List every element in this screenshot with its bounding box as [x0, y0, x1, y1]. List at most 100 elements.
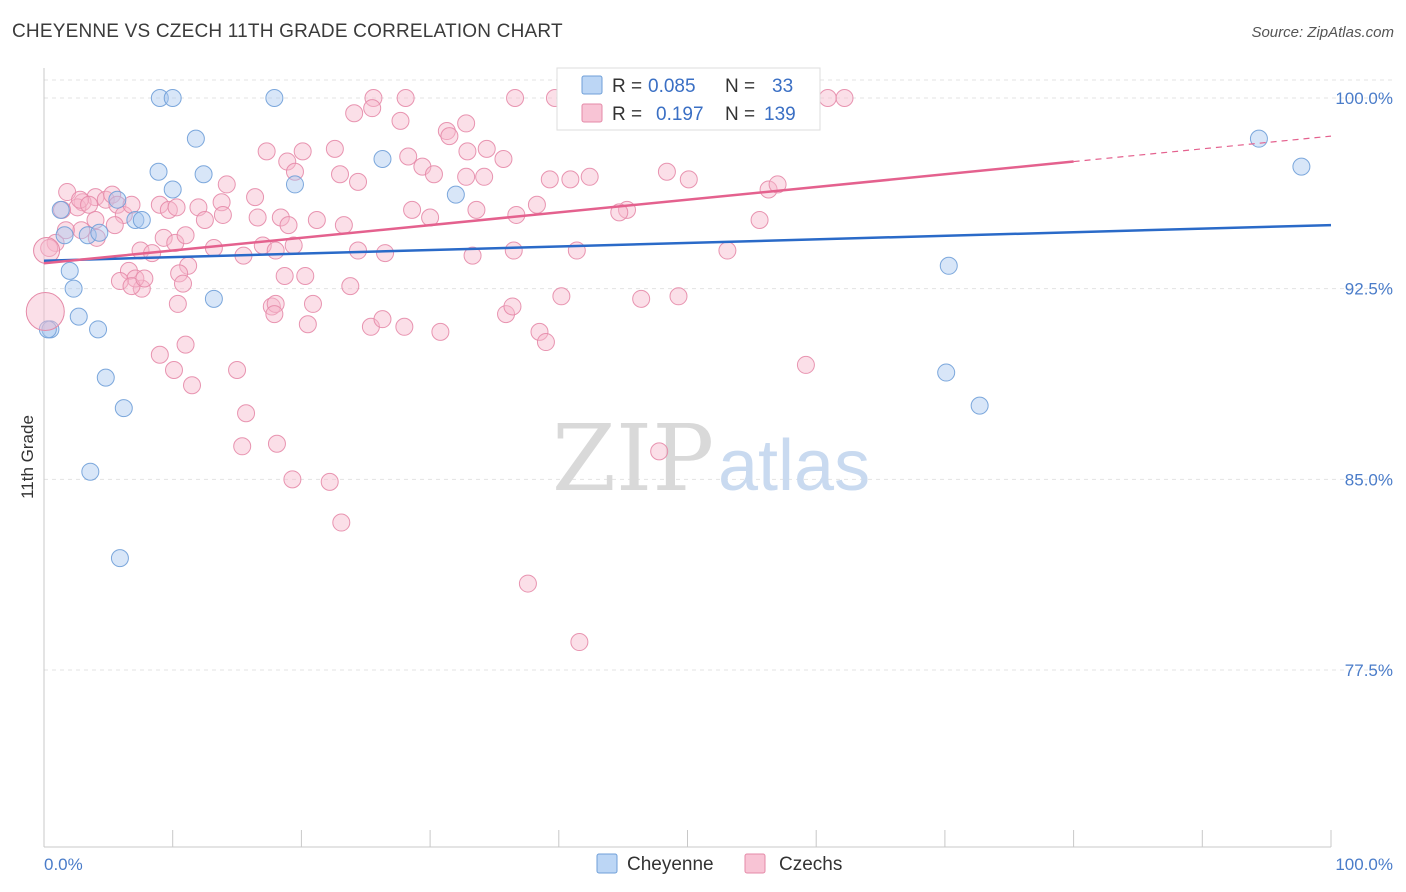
legend-label-cheyenne[interactable]: Cheyenne	[627, 854, 714, 875]
data-point-czechs	[332, 513, 351, 532]
data-point-czechs	[265, 305, 284, 324]
data-point-czechs	[440, 127, 459, 146]
stats-r-value-czechs: 0.197	[656, 104, 704, 125]
watermark-atlas: atlas	[718, 426, 870, 506]
data-point-czechs	[431, 322, 450, 341]
data-point-czechs	[275, 266, 294, 285]
data-point-cheyenne	[194, 165, 213, 184]
chart-title: CHEYENNE VS CZECH 11TH GRADE CORRELATION…	[12, 21, 563, 42]
data-point-czechs	[497, 305, 516, 324]
legend-swatch-czechs[interactable]	[744, 853, 766, 874]
stats-r-value-cheyenne: 0.085	[648, 76, 696, 97]
data-point-czechs	[477, 139, 496, 158]
data-point-cheyenne	[78, 226, 97, 245]
data-point-czechs	[228, 361, 247, 380]
data-point-czechs	[114, 205, 133, 224]
data-point-czechs	[457, 167, 476, 186]
watermark: ZIP atlas	[552, 405, 870, 512]
data-point-czechs	[298, 315, 317, 334]
data-point-cheyenne	[937, 363, 956, 382]
data-point-czechs	[132, 279, 151, 298]
data-point-czechs	[536, 333, 555, 352]
data-point-czechs	[669, 287, 688, 306]
data-point-cheyenne	[970, 396, 989, 415]
trend-line-czechs	[43, 160, 1074, 265]
axes	[43, 68, 1332, 848]
legend-swatch-cheyenne[interactable]	[596, 853, 618, 874]
data-point-czechs	[80, 195, 99, 214]
y-tick-label: 77.5%	[1345, 661, 1393, 680]
data-point-cheyenne	[150, 89, 169, 107]
stats-swatch-czechs	[581, 103, 603, 123]
legend-label-czechs[interactable]: Czechs	[779, 854, 842, 875]
data-point-czechs	[246, 188, 265, 207]
data-point-czechs	[325, 139, 344, 158]
data-point-czechs	[504, 241, 523, 260]
data-point-cheyenne	[204, 289, 223, 308]
trend-line-cheyenne	[43, 223, 1332, 262]
data-point-czechs	[278, 152, 297, 171]
data-point-czechs	[122, 195, 141, 214]
data-point-czechs	[279, 216, 298, 235]
y-axis-label: 11th Grade	[18, 415, 37, 499]
data-point-cheyenne	[149, 162, 168, 181]
y-tick-label: 92.5%	[1345, 280, 1393, 299]
data-point-cheyenne	[265, 89, 284, 107]
y-tick-label: 100.0%	[1335, 89, 1393, 108]
data-point-czechs	[657, 162, 676, 181]
y-tick-label: 85.0%	[1345, 470, 1393, 489]
data-point-cheyenne	[89, 320, 108, 339]
data-point-czechs	[233, 437, 252, 456]
data-point-cheyenne	[90, 223, 109, 242]
x-tick-label-min: 0.0%	[44, 855, 83, 874]
data-point-czechs	[610, 203, 629, 222]
data-point-czechs	[718, 241, 737, 260]
data-point-czechs	[267, 434, 286, 453]
data-point-czechs	[271, 208, 290, 227]
trend-lines	[43, 135, 1332, 265]
data-point-cheyenne	[96, 368, 115, 387]
data-point-czechs	[108, 195, 127, 214]
data-point-czechs	[195, 211, 214, 230]
data-point-czechs	[110, 272, 129, 291]
data-point-czechs	[341, 277, 360, 296]
data-point-czechs	[119, 261, 138, 280]
data-point-cheyenne	[939, 256, 958, 275]
data-point-czechs	[170, 264, 189, 283]
data-point-czechs	[391, 111, 410, 130]
data-point-czechs	[679, 170, 698, 189]
data-point-cheyenne	[51, 200, 70, 219]
data-point-czechs	[395, 317, 414, 336]
data-point-czechs	[349, 241, 368, 260]
data-point-czechs	[363, 99, 382, 118]
data-point-czechs	[173, 274, 192, 293]
data-point-cheyenne	[55, 226, 74, 245]
y-tick-labels: 100.0% 92.5% 85.0% 77.5%	[1335, 89, 1393, 680]
data-point-cheyenne	[1249, 129, 1268, 148]
stats-swatch-cheyenne	[581, 75, 603, 95]
data-point-czechs	[632, 289, 651, 308]
data-point-czechs	[503, 297, 522, 316]
watermark-zip: ZIP	[552, 405, 714, 512]
data-point-czechs	[135, 269, 154, 288]
data-point-czechs	[334, 216, 353, 235]
stats-n-value-cheyenne: 33	[772, 76, 793, 97]
data-point-czechs	[285, 162, 304, 181]
data-point-czechs	[475, 167, 494, 186]
data-point-czechs	[796, 355, 815, 374]
stats-legend: R = 0.085 N = 33 R = 0.197 N = 139	[556, 67, 821, 131]
data-point-czechs	[768, 175, 787, 194]
data-point-czechs	[150, 345, 169, 364]
data-point-czechs	[570, 633, 589, 652]
data-point-czechs	[217, 175, 236, 194]
data-point-czechs	[237, 404, 256, 423]
x-tick-label-max: 100.0%	[1335, 855, 1393, 874]
data-point-czechs	[396, 89, 415, 107]
data-point-czechs	[403, 200, 422, 219]
data-point-czechs	[835, 89, 854, 107]
data-point-czechs	[424, 165, 443, 184]
data-point-czechs	[759, 180, 778, 199]
data-point-czechs	[283, 470, 302, 489]
data-point-czechs	[168, 294, 187, 313]
data-point-cheyenne	[69, 307, 88, 326]
